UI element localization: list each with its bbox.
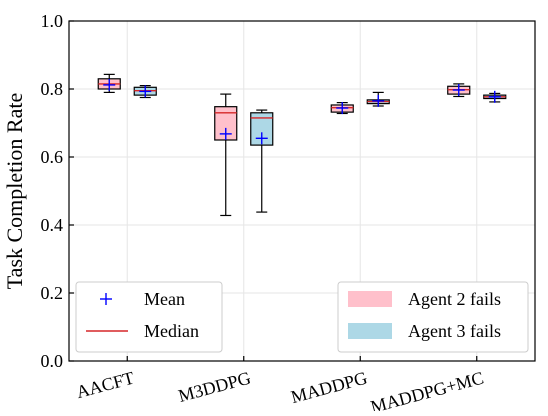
- y-tick-label: 0.4: [41, 215, 64, 235]
- x-tick-label: MADDPG+MC: [368, 368, 485, 411]
- y-tick-label: 0.6: [41, 147, 64, 167]
- legend-mean-marker: [100, 293, 112, 305]
- boxes: [97, 73, 507, 217]
- box-1-3: [483, 90, 507, 103]
- box-0-2: [330, 101, 354, 115]
- x-tick-label: AACFT: [74, 368, 136, 403]
- y-axis-label: Task Completion Rate: [2, 93, 27, 289]
- legend-series: Agent 2 fails Agent 3 fails: [337, 281, 529, 353]
- box-1-0: [133, 84, 157, 99]
- x-tick-label: MADDPG: [289, 368, 370, 408]
- plot-frame: [68, 20, 536, 362]
- legend-swatch-agent-3: [348, 323, 392, 339]
- legend-median-label: Median: [144, 321, 199, 341]
- box-1-1: [250, 109, 274, 213]
- y-tick-label: 1.0: [41, 11, 64, 31]
- box-body: [214, 106, 238, 141]
- y-tick-label: 0.8: [41, 79, 64, 99]
- y-tick-label: 0.2: [41, 283, 64, 303]
- box-body: [250, 112, 274, 146]
- box-1-2: [366, 91, 390, 107]
- box-0-3: [447, 83, 471, 98]
- box-0-0: [97, 73, 121, 94]
- y-tick-label: 0.0: [41, 351, 64, 371]
- legend-markers-frame: [75, 281, 223, 353]
- legend-label-agent-2: Agent 2 fails: [408, 289, 501, 309]
- legend-label-agent-3: Agent 3 fails: [408, 321, 501, 341]
- legend-markers: Mean Median: [75, 281, 223, 353]
- x-tick-label: M3DDPG: [176, 368, 253, 406]
- legend-mean-label: Mean: [144, 289, 185, 309]
- legend-swatch-agent-2: [348, 291, 392, 307]
- box-0-1: [214, 93, 238, 217]
